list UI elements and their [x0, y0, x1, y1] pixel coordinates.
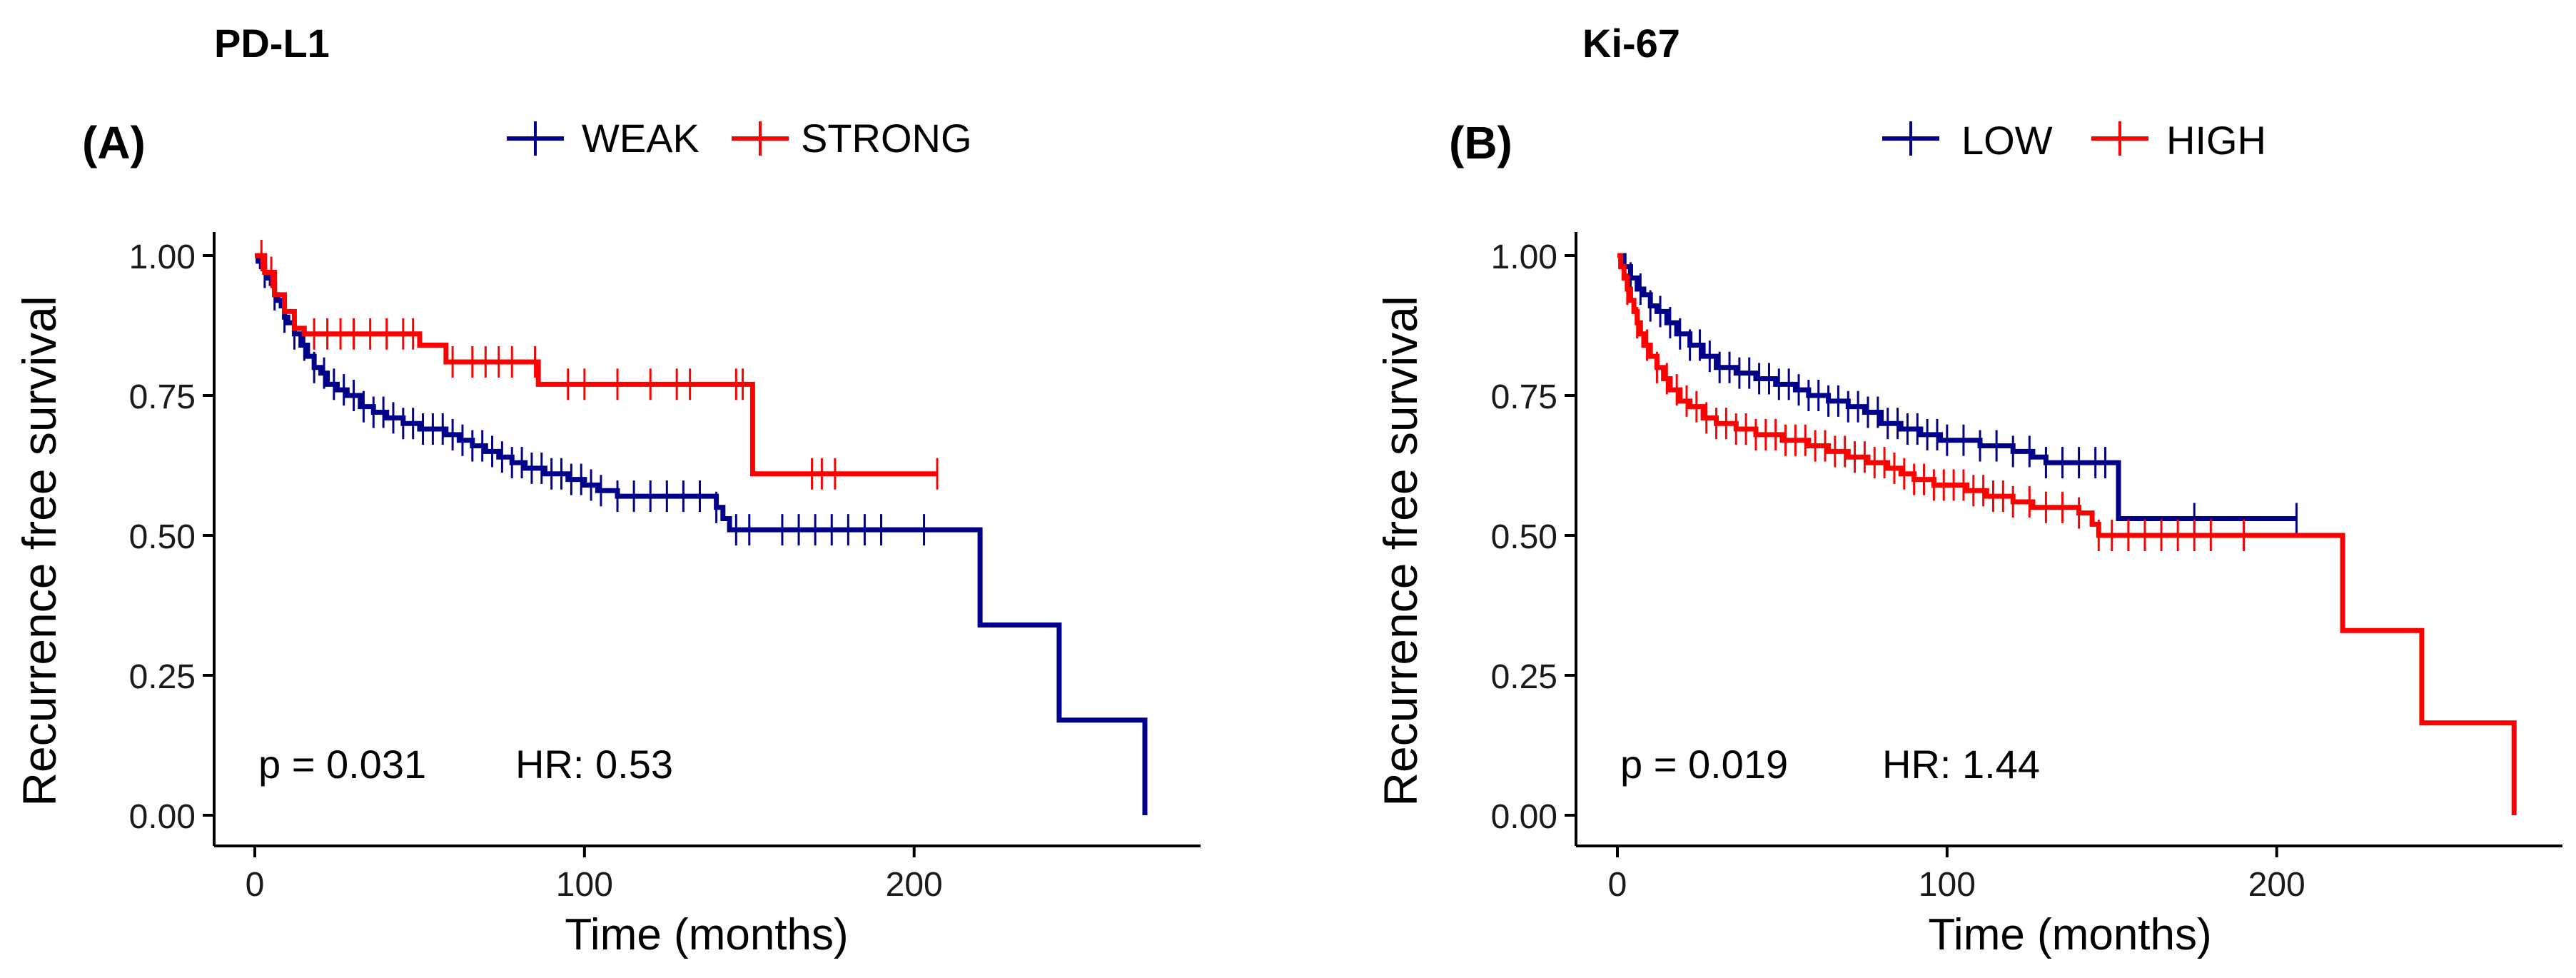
legend-high-label: HIGH [2166, 118, 2266, 163]
panel-a-plot: 0.00 0.25 0.50 0.75 1.00 0 100 200 [129, 232, 1201, 904]
panel-b-y-axis-label: Recurrence free survival [1374, 296, 1427, 806]
panel-b-x-tick-label: 200 [2248, 866, 2305, 904]
legend-strong-label: STRONG [801, 116, 972, 161]
panel-b-p-value: p = 0.019 [1620, 742, 1788, 787]
panel-a-y-tick-label: 0.50 [129, 518, 196, 556]
panel-b-label: (B) [1449, 117, 1512, 168]
legend-low-label: LOW [1961, 118, 2053, 163]
panel-b-ki67: Ki-67 (B) LOW HIGH 0.000.250.500.751.000… [1374, 21, 2562, 959]
panel-a-x-tick-label: 100 [556, 866, 613, 904]
legend-key-strong [732, 121, 789, 156]
legend-weak-label: WEAK [582, 116, 699, 161]
panel-a-label: (A) [82, 117, 146, 168]
panel-b-plot: 0.00 0.25 0.50 0.75 1.00 0 100 200 [1491, 232, 2562, 904]
panel-a-curve-strong [255, 253, 938, 477]
panel-b-title: Ki-67 [1582, 21, 1680, 66]
panel-b-y-tick-label: 0.25 [1491, 658, 1557, 696]
legend-key-low [1882, 121, 1939, 156]
panel-b-curve-high [1617, 253, 2517, 815]
panel-a-pdl1: PD-L1 (A) WEAK STRONG 0.00 0.25 0.50 0.75 1.… [13, 21, 1201, 959]
panel-a-x-tick-label: 0 [246, 866, 265, 904]
panel-a-x-tick-label: 200 [886, 866, 943, 904]
panel-b-y-tick-label: 0.50 [1491, 518, 1557, 556]
panel-a-x-axis-label: Time (months) [565, 910, 848, 959]
panel-b-y-tick-label: 0.00 [1491, 798, 1557, 836]
panel-b-y-tick-label: 1.00 [1491, 238, 1557, 276]
panel-b-x-axis-label: Time (months) [1928, 910, 2211, 959]
panel-a-y-axis-label: Recurrence free survival [13, 296, 66, 806]
panel-a-y-tick-label: 0.25 [129, 658, 196, 696]
panel-b-x-tick-label: 100 [1919, 866, 1976, 904]
panel-a-y-tick-label: 1.00 [129, 238, 196, 276]
panel-b-hazard-ratio: HR: 1.44 [1882, 742, 2040, 787]
panel-a-title: PD-L1 [214, 21, 330, 66]
panel-a-p-value: p = 0.031 [258, 742, 426, 787]
panel-a-y-tick-label: 0.75 [129, 378, 196, 416]
panel-b-x-tick-label: 0 [1608, 866, 1627, 904]
panel-a-legend: WEAK STRONG [507, 116, 972, 161]
panel-a-y-tick-label: 0.00 [129, 798, 196, 836]
panel-b-y-tick-label: 0.75 [1491, 378, 1557, 416]
panel-a-hazard-ratio: HR: 0.53 [515, 742, 673, 787]
legend-key-weak [507, 121, 564, 156]
panel-b-legend: LOW HIGH [1882, 118, 2266, 163]
panel-b-curve-low [1617, 253, 2297, 521]
legend-key-high [2091, 121, 2148, 156]
panel-a-curve-weak [255, 253, 1148, 815]
